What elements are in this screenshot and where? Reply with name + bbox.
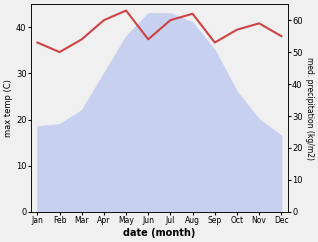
Y-axis label: med. precipitation (kg/m2): med. precipitation (kg/m2) [305, 57, 314, 159]
X-axis label: date (month): date (month) [123, 228, 196, 238]
Y-axis label: max temp (C): max temp (C) [4, 79, 13, 137]
